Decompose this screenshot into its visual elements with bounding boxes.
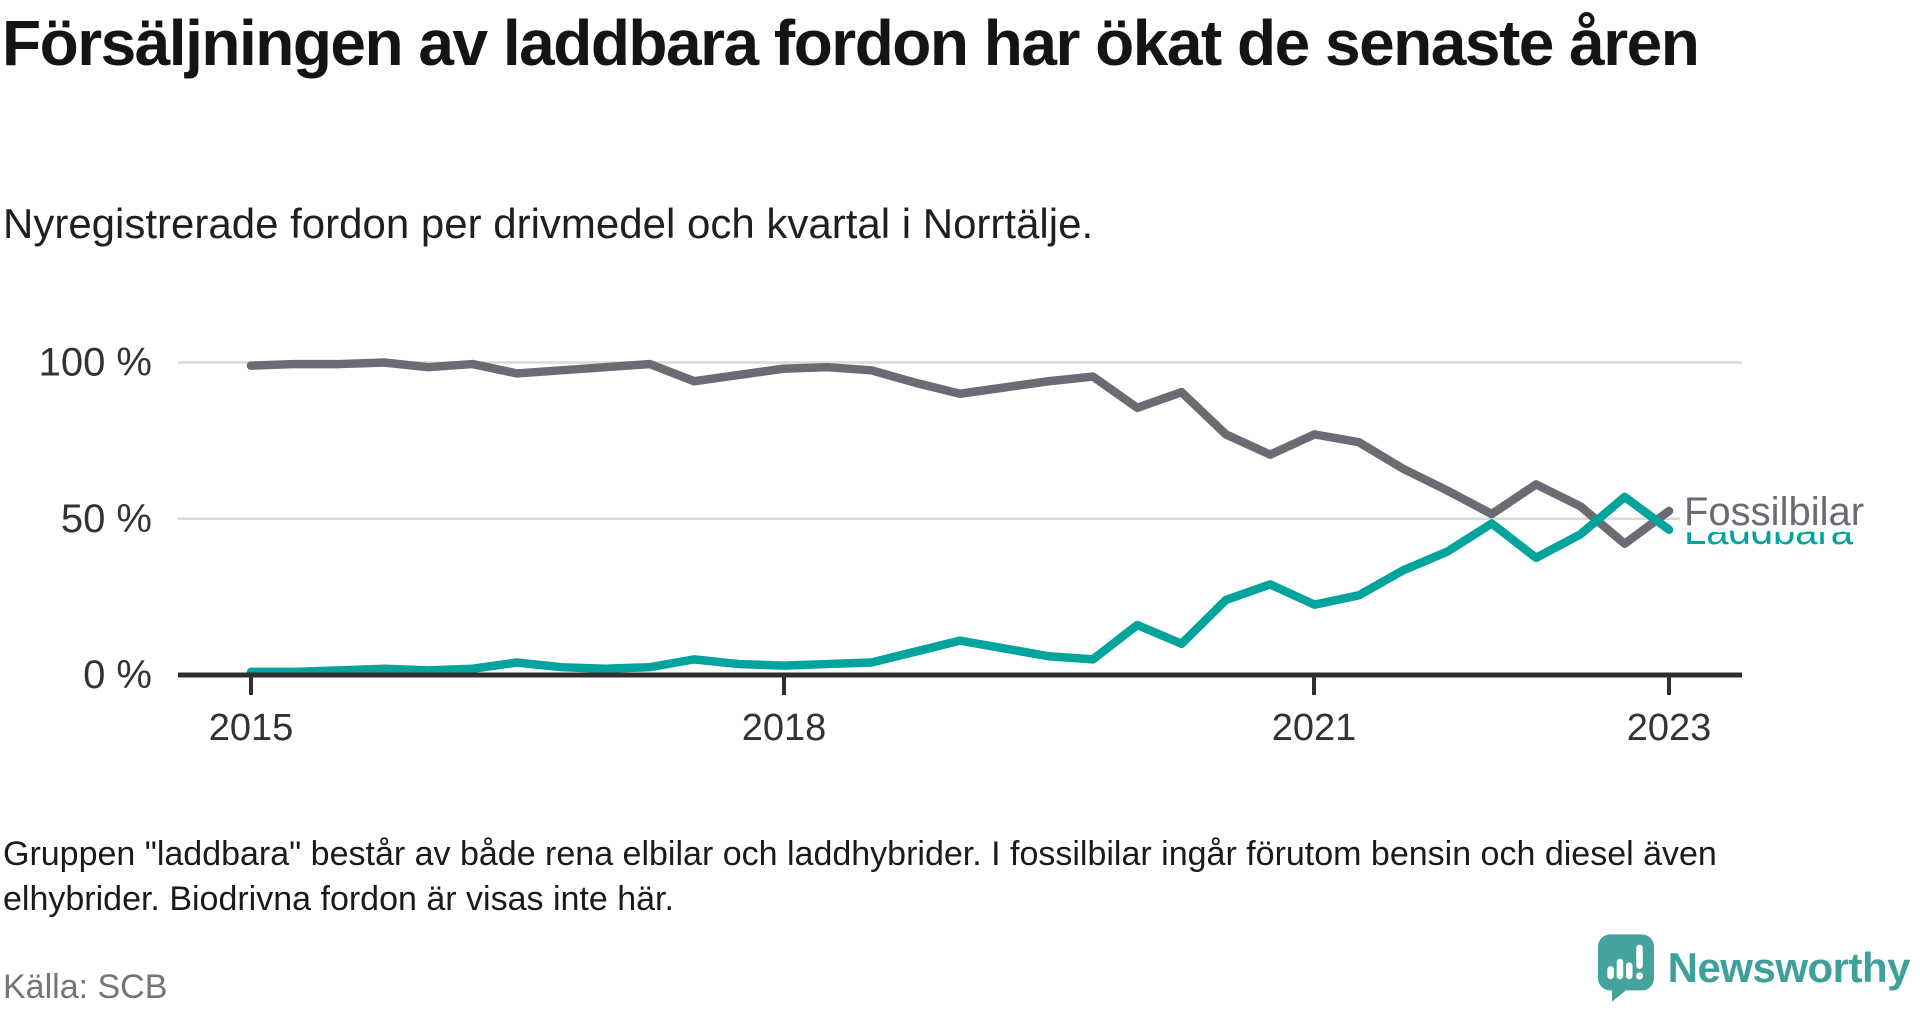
bar-3 — [1625, 962, 1633, 980]
x-tick-label-2015: 2015 — [209, 707, 294, 749]
x-tick-label-2018: 2018 — [742, 707, 827, 749]
laddbara-line — [246, 492, 1674, 677]
source-label: Källa: SCB — [3, 968, 168, 1006]
x-tick-label-2023: 2023 — [1627, 707, 1712, 749]
newsworthy-wordmark: Newsworthy — [1667, 944, 1911, 991]
bar-2 — [1616, 958, 1623, 980]
chart-footnote: Gruppen "laddbara" består av både rena e… — [3, 835, 1717, 918]
newsworthy-logo-icon — [1597, 934, 1654, 1002]
legend-laddbara: Laddbara — [1684, 509, 1854, 553]
y-tick-100: 100 % — [39, 341, 152, 385]
chart-title: Försäljningen av laddbara fordon har öka… — [2, 7, 1700, 79]
fossilbilar-line — [246, 358, 1674, 548]
line-chart: 100 % 50 % 0 % 2015 2018 2021 2023 Laddb… — [38, 340, 1865, 749]
exclamation-dot — [1635, 972, 1643, 980]
x-tick-label-2021: 2021 — [1272, 707, 1357, 749]
y-tick-50: 50 % — [61, 497, 152, 541]
exclamation-stem — [1635, 944, 1643, 969]
newsworthy-logo: Newsworthy — [1597, 934, 1911, 1002]
y-tick-0: 0 % — [83, 653, 152, 697]
bar-1 — [1606, 966, 1614, 980]
legend-fossilbilar: Fossilbilar — [1684, 490, 1864, 534]
chart-subtitle: Nyregistrerade fordon per drivmedel och … — [3, 200, 1094, 247]
